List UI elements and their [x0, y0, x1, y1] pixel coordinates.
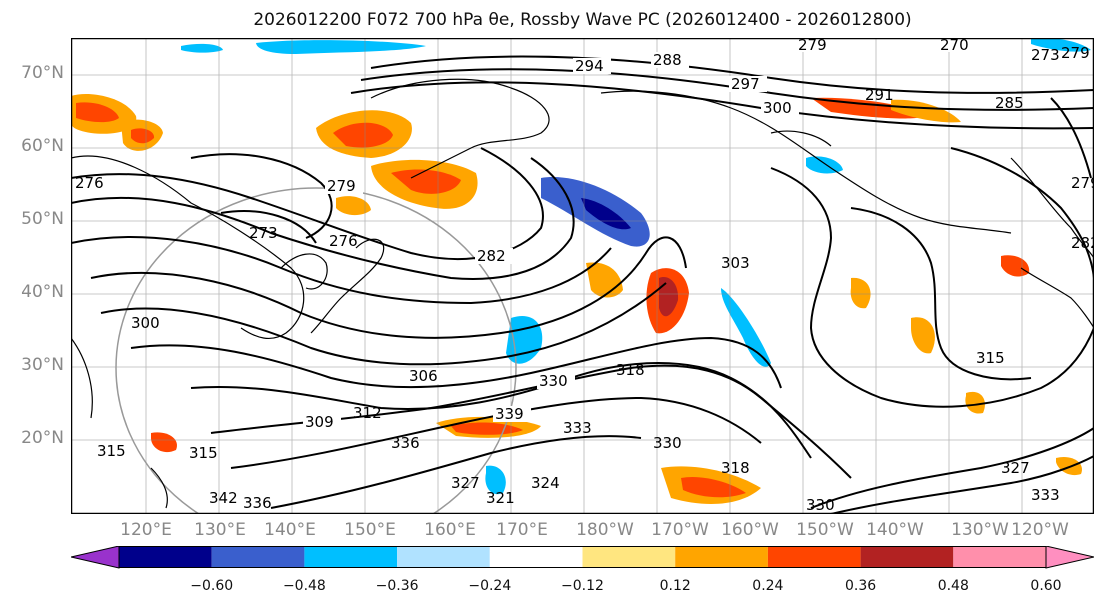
- map-title: 2026012200 F072 700 hPa θe, Rossby Wave …: [253, 10, 912, 30]
- lat-label-50: 50°N: [21, 209, 64, 229]
- contour-label: 315: [976, 349, 1005, 367]
- colorbar-segment: [304, 546, 398, 568]
- contour-label: 288: [653, 51, 682, 69]
- colorbar-extend-low: [71, 546, 120, 569]
- contour-label: 333: [563, 419, 592, 437]
- contour-label: 318: [721, 459, 750, 477]
- contour-label: 318: [616, 361, 645, 379]
- lon-label-180w: 180°W: [576, 520, 634, 540]
- contour-label: 273: [1031, 46, 1060, 64]
- lon-label-130w: 130°W: [951, 520, 1009, 540]
- colorbar-tick-label: −0.60: [190, 578, 234, 594]
- contour-label: 300: [131, 314, 160, 332]
- contour-label: 330: [653, 434, 682, 452]
- colorbar-tick-label: −0.12: [561, 578, 604, 594]
- lon-label-150w: 150°W: [796, 520, 854, 540]
- lat-label-40: 40°N: [21, 282, 64, 302]
- contour-label: 279: [1071, 174, 1094, 192]
- contour-label: 306: [409, 367, 438, 385]
- colorbar-tick-label: 0.12: [659, 578, 691, 594]
- map-panel: 279 270 273 279 294 288 297 300 291 285 …: [71, 38, 1094, 514]
- contour-label: 285: [995, 94, 1024, 112]
- contour-label: 315: [97, 442, 126, 460]
- colorbar-tick-label: 0.24: [752, 578, 784, 594]
- region-circle: [115, 187, 517, 514]
- contour-label: 279: [1061, 44, 1090, 62]
- colorbar: [71, 546, 1094, 569]
- contour-label: 303: [721, 254, 750, 272]
- contour-label: 339: [495, 405, 524, 423]
- contour-labels: 279 270 273 279 294 288 297 300 291 285 …: [75, 38, 1094, 514]
- colorbar-tick-label: 0.36: [845, 578, 877, 594]
- lon-label-150e: 150°E: [344, 520, 396, 540]
- lat-label-20: 20°N: [21, 428, 64, 448]
- contour-label: 327: [451, 474, 480, 492]
- lat-label-70: 70°N: [21, 63, 64, 83]
- lon-label-140e: 140°E: [264, 520, 316, 540]
- colorbar-segment: [675, 546, 768, 568]
- colorbar-segment: [767, 546, 861, 568]
- contour-label: 315: [189, 444, 218, 462]
- colorbar-segment: [489, 546, 583, 568]
- lon-label-120e: 120°E: [120, 520, 172, 540]
- lon-label-170e: 170°E: [496, 520, 548, 540]
- lon-label-120w: 120°W: [1011, 520, 1069, 540]
- lon-label-170w: 170°W: [651, 520, 709, 540]
- colorbar-tick-label: 0.48: [937, 578, 969, 594]
- contour-label: 327: [1001, 459, 1030, 477]
- theta-e-contours: [71, 55, 1094, 514]
- contour-label: 279: [327, 177, 356, 195]
- map-canvas: 279 270 273 279 294 288 297 300 291 285 …: [71, 38, 1094, 514]
- colorbar-segment: [211, 546, 305, 568]
- colorbar-segment: [119, 546, 212, 568]
- contour-label: 330: [539, 372, 568, 390]
- colorbar-segment: [397, 546, 490, 568]
- contour-label: 279: [798, 38, 827, 54]
- contour-label: 297: [731, 75, 760, 93]
- lon-label-160e: 160°E: [424, 520, 476, 540]
- graticule: [71, 38, 1094, 514]
- contour-label: 276: [329, 232, 358, 250]
- contour-label: 333: [1031, 486, 1060, 504]
- lon-label-140w: 140°W: [866, 520, 924, 540]
- colorbar-segment: [582, 546, 676, 568]
- contour-label: 330: [806, 496, 835, 514]
- contour-label: 324: [531, 474, 560, 492]
- contour-label: 312: [353, 404, 382, 422]
- colorbar-segment: [860, 546, 954, 568]
- contour-label: 300: [763, 99, 792, 117]
- lon-label-130e: 130°E: [194, 520, 246, 540]
- lat-label-30: 30°N: [21, 355, 64, 375]
- colorbar-tick-label: −0.36: [375, 578, 419, 594]
- contour-label: 321: [486, 489, 515, 507]
- colorbar-segment: [953, 546, 1046, 568]
- contour-label: 294: [575, 57, 604, 75]
- contour-label: 309: [305, 413, 334, 431]
- colorbar-tick-label: −0.24: [468, 578, 512, 594]
- contour-label: 336: [391, 434, 420, 452]
- contour-label: 336: [243, 494, 272, 512]
- anomaly-shading: [71, 38, 1091, 504]
- contour-label: 273: [249, 224, 278, 242]
- colorbar-tick-label: 0.60: [1030, 578, 1062, 594]
- colorbar-extend-high: [1045, 546, 1094, 569]
- lat-label-60: 60°N: [21, 136, 64, 156]
- contour-label: 282: [477, 247, 506, 265]
- contour-label: 276: [75, 174, 104, 192]
- contour-label: 270: [940, 38, 969, 54]
- contour-label: 291: [865, 86, 894, 104]
- contour-label: 342: [209, 489, 238, 507]
- contour-label: 282: [1071, 234, 1094, 252]
- lon-label-160w: 160°W: [721, 520, 779, 540]
- colorbar-tick-label: −0.48: [282, 578, 326, 594]
